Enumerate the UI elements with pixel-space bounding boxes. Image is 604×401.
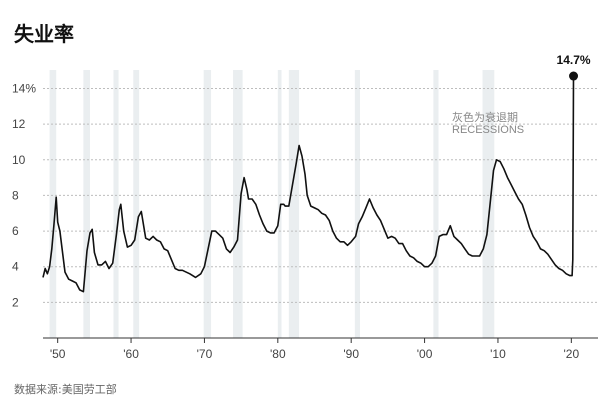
peak-point (569, 71, 579, 81)
x-axis-ticks: '50 '60 '70 '80 '90 '00 '10 '20 (50, 338, 580, 361)
x-tick-label: '90 (343, 347, 359, 361)
x-tick-label: '70 (197, 347, 213, 361)
recession-band (277, 70, 282, 338)
y-tick-label: 8 (12, 188, 19, 202)
data-source: 数据来源:美国劳工部 (14, 383, 117, 396)
y-axis-labels: 2 4 6 8 10 12 14% (12, 82, 36, 310)
recession-band (433, 70, 439, 338)
y-tick-label: 14% (12, 82, 36, 96)
recession-band (288, 70, 300, 338)
x-tick-label: '20 (564, 347, 580, 361)
y-tick-label: 4 (12, 260, 19, 274)
recession-band (482, 70, 495, 338)
x-tick-label: '50 (50, 347, 66, 361)
recession-band (83, 70, 90, 338)
y-tick-label: 10 (12, 153, 26, 167)
x-tick-label: '00 (417, 347, 433, 361)
recession-note-cn: 灰色为衰退期 (452, 110, 518, 124)
x-tick-label: '80 (270, 347, 286, 361)
y-tick-label: 2 (12, 295, 19, 309)
chart-title: 失业率 (14, 22, 74, 46)
recession-band (133, 70, 140, 338)
recession-band (203, 70, 212, 338)
recession-band (49, 70, 57, 338)
recession-bands (49, 70, 495, 338)
y-tick-label: 6 (12, 224, 19, 238)
y-tick-label: 12 (12, 117, 26, 131)
unemployment-rate-line (42, 75, 575, 293)
recession-band (113, 70, 119, 338)
x-tick-label: '60 (123, 347, 139, 361)
peak-label: 14.7% (557, 53, 591, 67)
recession-band (233, 70, 243, 338)
recession-note-en: RECESSIONS (452, 124, 524, 136)
x-tick-label: '10 (490, 347, 506, 361)
recession-band (354, 70, 360, 338)
